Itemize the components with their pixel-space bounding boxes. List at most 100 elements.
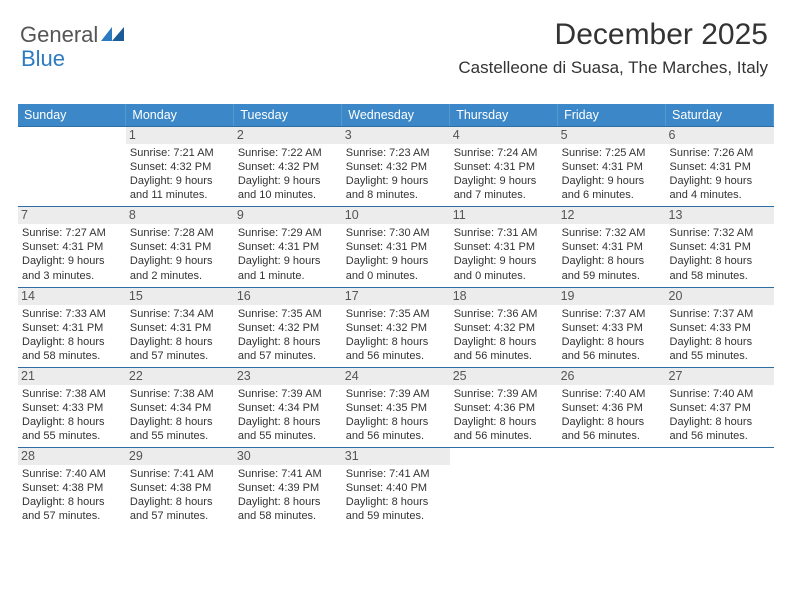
weekday-header-row: SundayMondayTuesdayWednesdayThursdayFrid… — [18, 104, 774, 126]
sunset-line: Sunset: 4:31 PM — [562, 160, 662, 174]
calendar-cell: 6Sunrise: 7:26 AMSunset: 4:31 PMDaylight… — [666, 126, 774, 206]
daylight-line: Daylight: 8 hours and 55 minutes. — [670, 335, 770, 363]
sunset-line: Sunset: 4:32 PM — [454, 321, 554, 335]
daylight-line: Daylight: 8 hours and 57 minutes. — [130, 495, 230, 523]
sunset-line: Sunset: 4:31 PM — [22, 240, 122, 254]
sunset-line: Sunset: 4:32 PM — [346, 160, 446, 174]
calendar-cell: 14Sunrise: 7:33 AMSunset: 4:31 PMDayligh… — [18, 287, 126, 367]
sunrise-line: Sunrise: 7:24 AM — [454, 146, 554, 160]
sunset-line: Sunset: 4:36 PM — [454, 401, 554, 415]
calendar-row: 28Sunrise: 7:40 AMSunset: 4:38 PMDayligh… — [18, 447, 774, 527]
calendar-cell: 17Sunrise: 7:35 AMSunset: 4:32 PMDayligh… — [342, 287, 450, 367]
calendar-cell: 28 Sunrise: 7:40 AMSunset: 4:38 PMDayligh… — [18, 447, 126, 527]
daylight-line: Daylight: 8 hours and 56 minutes. — [562, 335, 662, 363]
sunset-line: Sunset: 4:33 PM — [670, 321, 770, 335]
calendar-cell: 22Sunrise: 7:38 AMSunset: 4:34 PMDayligh… — [126, 367, 234, 447]
calendar-cell-empty — [450, 447, 558, 527]
page-title: December 2025 — [458, 18, 768, 52]
day-number: 21 — [18, 368, 126, 385]
sunset-line: Sunset: 4:31 PM — [562, 240, 662, 254]
day-number: 14 — [18, 288, 126, 305]
day-number: 16 — [234, 288, 342, 305]
sunrise-line: Sunrise: 7:25 AM — [562, 146, 662, 160]
day-number: 10 — [342, 207, 450, 224]
sunrise-line: Sunrise: 7:38 AM — [130, 387, 230, 401]
calendar-cell: 21Sunrise: 7:38 AMSunset: 4:33 PMDayligh… — [18, 367, 126, 447]
day-number: 2 — [234, 127, 342, 144]
sunrise-line: Sunrise: 7:39 AM — [238, 387, 338, 401]
day-number: 9 — [234, 207, 342, 224]
sunset-line: Sunset: 4:34 PM — [130, 401, 230, 415]
daylight-line: Daylight: 8 hours and 59 minutes. — [562, 254, 662, 282]
calendar-cell: 7Sunrise: 7:27 AMSunset: 4:31 PMDaylight… — [18, 206, 126, 286]
calendar-cell: 30Sunrise: 7:41 AMSunset: 4:39 PMDayligh… — [234, 447, 342, 527]
calendar-cell: 3Sunrise: 7:23 AMSunset: 4:32 PMDaylight… — [342, 126, 450, 206]
sunset-line: Sunset: 4:32 PM — [130, 160, 230, 174]
sunset-line: Sunset: 4:31 PM — [130, 321, 230, 335]
sunset-line: Sunset: 4:31 PM — [238, 240, 338, 254]
daylight-line: Daylight: 9 hours and 0 minutes. — [346, 254, 446, 282]
daylight-line: Daylight: 8 hours and 55 minutes. — [22, 415, 122, 443]
sunset-line: Sunset: 4:35 PM — [346, 401, 446, 415]
logo: General — [20, 22, 125, 48]
daylight-line: Daylight: 8 hours and 55 minutes. — [130, 415, 230, 443]
sunrise-line: Sunrise: 7:32 AM — [670, 226, 770, 240]
sunrise-line: Sunrise: 7:40 AM — [22, 467, 122, 481]
day-number: 12 — [558, 207, 666, 224]
daylight-line: Daylight: 8 hours and 59 minutes. — [346, 495, 446, 523]
sunset-line: Sunset: 4:38 PM — [22, 481, 122, 495]
sunrise-line: Sunrise: 7:39 AM — [454, 387, 554, 401]
calendar-cell: 19Sunrise: 7:37 AMSunset: 4:33 PMDayligh… — [558, 287, 666, 367]
header: December 2025 Castelleone di Suasa, The … — [458, 18, 768, 78]
calendar-row: 1Sunrise: 7:21 AMSunset: 4:32 PMDaylight… — [18, 126, 774, 206]
sunrise-line: Sunrise: 7:33 AM — [22, 307, 122, 321]
sunset-line: Sunset: 4:31 PM — [670, 160, 770, 174]
calendar-cell: 23Sunrise: 7:39 AMSunset: 4:34 PMDayligh… — [234, 367, 342, 447]
calendar-cell: 24Sunrise: 7:39 AMSunset: 4:35 PMDayligh… — [342, 367, 450, 447]
day-number: 20 — [666, 288, 774, 305]
day-number: 13 — [666, 207, 774, 224]
calendar-cell: 5Sunrise: 7:25 AMSunset: 4:31 PMDaylight… — [558, 126, 666, 206]
daylight-line: Daylight: 8 hours and 57 minutes. — [22, 495, 122, 523]
sunrise-line: Sunrise: 7:31 AM — [454, 226, 554, 240]
day-number: 27 — [666, 368, 774, 385]
sunrise-line: Sunrise: 7:28 AM — [130, 226, 230, 240]
daylight-line: Daylight: 9 hours and 2 minutes. — [130, 254, 230, 282]
weekday-header: Saturday — [666, 104, 774, 126]
daylight-line: Daylight: 8 hours and 56 minutes. — [670, 415, 770, 443]
daylight-line: Daylight: 9 hours and 8 minutes. — [346, 174, 446, 202]
day-number: 5 — [558, 127, 666, 144]
daylight-line: Daylight: 8 hours and 55 minutes. — [238, 415, 338, 443]
day-number: 4 — [450, 127, 558, 144]
sunset-line: Sunset: 4:31 PM — [670, 240, 770, 254]
daylight-line: Daylight: 9 hours and 0 minutes. — [454, 254, 554, 282]
sunrise-line: Sunrise: 7:39 AM — [346, 387, 446, 401]
day-number: 8 — [126, 207, 234, 224]
daylight-line: Daylight: 8 hours and 58 minutes. — [670, 254, 770, 282]
weekday-header: Wednesday — [342, 104, 450, 126]
day-number: 23 — [234, 368, 342, 385]
sunrise-line: Sunrise: 7:22 AM — [238, 146, 338, 160]
calendar-cell: 8Sunrise: 7:28 AMSunset: 4:31 PMDaylight… — [126, 206, 234, 286]
daylight-line: Daylight: 9 hours and 3 minutes. — [22, 254, 122, 282]
sunset-line: Sunset: 4:31 PM — [346, 240, 446, 254]
weekday-header: Monday — [126, 104, 234, 126]
sunrise-line: Sunrise: 7:41 AM — [130, 467, 230, 481]
calendar-cell: 18Sunrise: 7:36 AMSunset: 4:32 PMDayligh… — [450, 287, 558, 367]
calendar-body: 1Sunrise: 7:21 AMSunset: 4:32 PMDaylight… — [18, 126, 774, 528]
day-number: 18 — [450, 288, 558, 305]
calendar-cell-empty — [18, 126, 126, 206]
day-number: 26 — [558, 368, 666, 385]
calendar-cell: 27Sunrise: 7:40 AMSunset: 4:37 PMDayligh… — [666, 367, 774, 447]
logo-triangle-icon — [101, 27, 125, 46]
calendar-cell: 25Sunrise: 7:39 AMSunset: 4:36 PMDayligh… — [450, 367, 558, 447]
sunset-line: Sunset: 4:31 PM — [454, 240, 554, 254]
sunrise-line: Sunrise: 7:35 AM — [238, 307, 338, 321]
day-number: 24 — [342, 368, 450, 385]
calendar-cell: 15Sunrise: 7:34 AMSunset: 4:31 PMDayligh… — [126, 287, 234, 367]
daylight-line: Daylight: 8 hours and 56 minutes. — [346, 335, 446, 363]
day-number: 19 — [558, 288, 666, 305]
day-number: 28 — [18, 448, 126, 465]
sunset-line: Sunset: 4:33 PM — [22, 401, 122, 415]
calendar-cell: 11Sunrise: 7:31 AMSunset: 4:31 PMDayligh… — [450, 206, 558, 286]
